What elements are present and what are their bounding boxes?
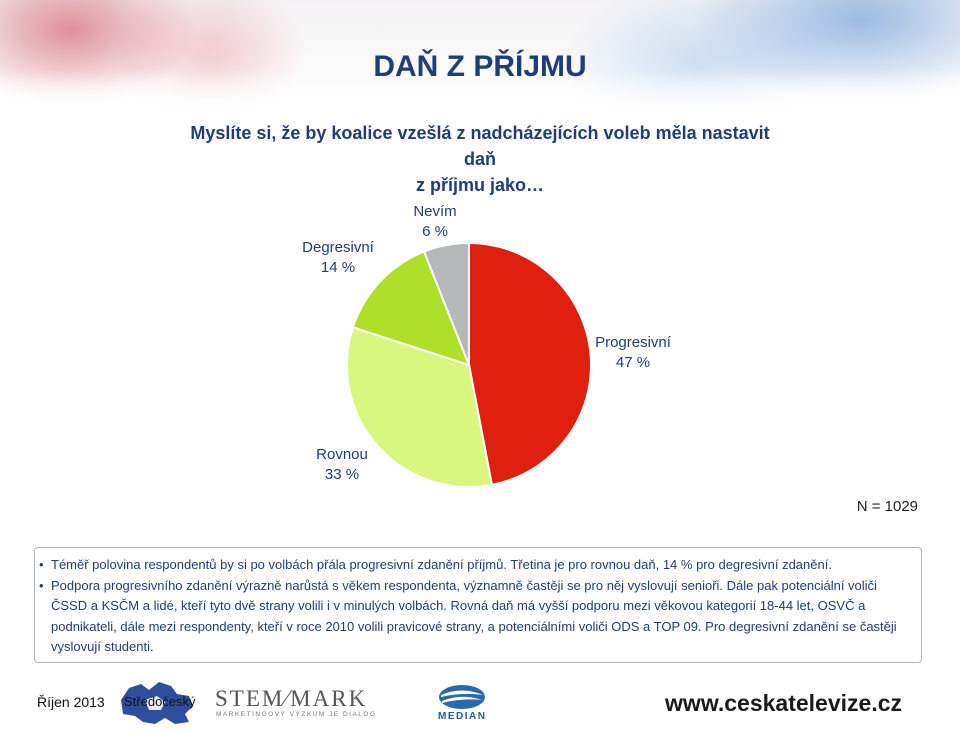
slice-label-name: Nevím	[413, 203, 457, 220]
stem-mark-tagline: MARKETINGOVÝ VÝZKUM JE DIALOG	[216, 711, 377, 718]
note-item: Téměř polovina respondentů by si po volb…	[39, 555, 907, 576]
question-line-2: z příjmu jako…	[415, 175, 545, 195]
slice-label-nevím: Nevím 6 %	[380, 202, 490, 242]
stem-mark-logo: STEM⁄MARK	[215, 686, 368, 711]
slice-label-name: Progresivní	[595, 334, 671, 351]
question-line-1: Myslíte si, že by koalice vzešlá z nadch…	[190, 123, 770, 169]
pie-slice-rovnou	[346, 326, 494, 488]
pie-slice-degresivní	[351, 250, 471, 367]
region-map-icon	[121, 682, 193, 724]
slice-label-name: Rovnou	[316, 446, 368, 463]
slice-label-value: 14 %	[320, 259, 356, 276]
pie-chart	[346, 241, 592, 488]
pie-slices	[346, 241, 592, 488]
median-logo-icon	[439, 685, 485, 709]
question-text: Myslíte si, že by koalice vzešlá z nadch…	[180, 120, 780, 198]
slice-label-degresivní: Degresivní 14 %	[283, 238, 393, 278]
slice-label-value: 6 %	[422, 223, 448, 240]
slice-label-rovnou: Rovnou 33 %	[287, 445, 397, 485]
page-title: DAŇ Z PŘÍJMU	[373, 50, 587, 83]
notes-box: Téměř polovina respondentů by si po volb…	[34, 547, 922, 663]
header-fade	[0, 70, 960, 110]
region-label: Středočeský	[124, 694, 196, 709]
pie-slice-nevím	[422, 241, 470, 366]
median-brand: MEDIAN	[438, 711, 487, 722]
footer-date: Říjen 2013	[37, 694, 105, 710]
slice-label-value: 47 %	[615, 354, 651, 371]
slice-label-progresivní: Progresivní 47 %	[578, 333, 688, 373]
slice-label-value: 33 %	[324, 466, 360, 483]
sample-size: N = 1029	[856, 498, 918, 515]
website-link[interactable]: www.ceskatelevize.cz	[665, 690, 902, 716]
note-item: Podpora progresivního zdanění výrazně na…	[39, 576, 907, 658]
pie-slice-progresivní	[468, 241, 592, 487]
slice-label-name: Degresivní	[302, 239, 374, 256]
